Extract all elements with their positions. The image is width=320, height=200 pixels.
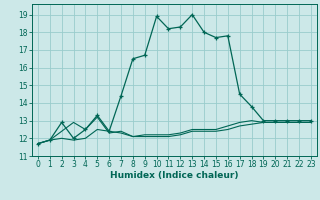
- X-axis label: Humidex (Indice chaleur): Humidex (Indice chaleur): [110, 171, 239, 180]
